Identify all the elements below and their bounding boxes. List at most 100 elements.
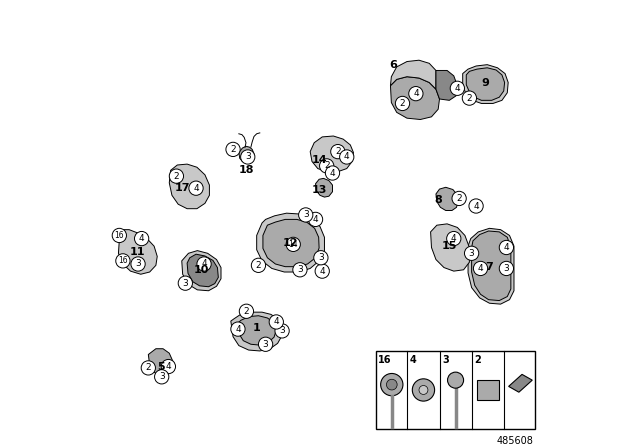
Polygon shape <box>436 70 458 100</box>
Circle shape <box>161 359 175 374</box>
Polygon shape <box>187 254 218 287</box>
Text: 3: 3 <box>318 253 324 262</box>
Circle shape <box>499 241 513 254</box>
Text: 2: 2 <box>255 261 261 270</box>
Text: 3: 3 <box>303 211 308 220</box>
Text: 4: 4 <box>477 264 483 273</box>
Circle shape <box>299 208 313 222</box>
Text: 7: 7 <box>486 262 493 271</box>
Circle shape <box>325 166 340 180</box>
Circle shape <box>134 232 148 246</box>
Text: 4: 4 <box>413 89 419 98</box>
Text: 4: 4 <box>319 267 325 276</box>
Text: 2: 2 <box>456 194 462 203</box>
Polygon shape <box>463 65 508 103</box>
Text: 4: 4 <box>166 362 171 371</box>
Polygon shape <box>509 375 532 392</box>
Circle shape <box>292 263 307 277</box>
Circle shape <box>252 258 266 272</box>
Text: 8: 8 <box>435 195 442 205</box>
Text: 16: 16 <box>115 231 124 240</box>
Circle shape <box>499 261 513 276</box>
Circle shape <box>112 228 127 242</box>
Polygon shape <box>257 213 324 272</box>
Circle shape <box>462 91 477 105</box>
Circle shape <box>447 232 461 246</box>
Text: 3: 3 <box>245 152 251 161</box>
Text: 14: 14 <box>311 155 327 165</box>
Circle shape <box>315 264 330 278</box>
Text: 4: 4 <box>451 234 456 243</box>
Text: 3: 3 <box>442 355 449 365</box>
Text: 4: 4 <box>313 215 318 224</box>
Text: 10: 10 <box>194 265 209 275</box>
Text: 3: 3 <box>159 372 164 381</box>
Text: 4: 4 <box>201 259 207 268</box>
Text: 2: 2 <box>324 161 330 170</box>
Circle shape <box>226 142 240 156</box>
Circle shape <box>314 250 328 265</box>
Text: 3: 3 <box>135 259 141 268</box>
Text: 15: 15 <box>442 241 457 251</box>
Text: 3: 3 <box>297 265 303 274</box>
Circle shape <box>116 254 130 268</box>
Circle shape <box>396 96 410 111</box>
Text: 4: 4 <box>454 84 460 93</box>
Polygon shape <box>231 312 282 351</box>
Polygon shape <box>310 136 353 172</box>
Circle shape <box>447 372 463 388</box>
Text: 2: 2 <box>474 355 481 365</box>
Polygon shape <box>316 178 333 197</box>
Text: 1: 1 <box>253 323 260 333</box>
Circle shape <box>259 337 273 351</box>
Text: 4: 4 <box>193 184 199 193</box>
Polygon shape <box>263 220 319 267</box>
Text: 4: 4 <box>504 243 509 252</box>
Text: 4: 4 <box>410 355 417 365</box>
Polygon shape <box>182 250 221 291</box>
Circle shape <box>197 257 211 271</box>
Circle shape <box>178 276 193 290</box>
Circle shape <box>340 150 354 164</box>
Text: 4: 4 <box>330 168 335 177</box>
Circle shape <box>465 246 479 260</box>
Text: 6: 6 <box>390 60 397 69</box>
Text: 4: 4 <box>344 152 349 161</box>
Text: 16: 16 <box>378 355 392 365</box>
Polygon shape <box>390 60 436 89</box>
Circle shape <box>154 370 169 384</box>
Circle shape <box>409 86 423 101</box>
Polygon shape <box>148 349 173 375</box>
Text: 5: 5 <box>157 362 164 372</box>
Polygon shape <box>239 146 254 163</box>
Polygon shape <box>467 68 504 100</box>
Circle shape <box>474 261 488 276</box>
FancyBboxPatch shape <box>477 380 499 400</box>
Text: 13: 13 <box>312 185 327 194</box>
Polygon shape <box>237 316 276 345</box>
Circle shape <box>189 181 203 195</box>
Text: 4: 4 <box>473 202 479 211</box>
Circle shape <box>469 199 483 213</box>
Text: 12: 12 <box>283 237 298 248</box>
Text: 2: 2 <box>244 307 249 316</box>
Text: 2: 2 <box>467 94 472 103</box>
Circle shape <box>131 257 145 271</box>
Text: 3: 3 <box>504 264 509 273</box>
Circle shape <box>275 324 289 338</box>
Text: 4: 4 <box>139 234 145 243</box>
Circle shape <box>169 169 184 183</box>
Text: 14: 14 <box>289 240 298 249</box>
Text: 3: 3 <box>468 249 474 258</box>
Circle shape <box>319 159 334 173</box>
Text: 18: 18 <box>238 165 253 175</box>
Polygon shape <box>169 164 209 209</box>
Circle shape <box>286 237 300 251</box>
Circle shape <box>452 191 467 206</box>
Circle shape <box>141 361 156 375</box>
FancyBboxPatch shape <box>376 351 536 429</box>
Circle shape <box>308 212 323 227</box>
Polygon shape <box>390 77 440 120</box>
Text: 4: 4 <box>235 325 241 334</box>
Polygon shape <box>468 228 514 304</box>
